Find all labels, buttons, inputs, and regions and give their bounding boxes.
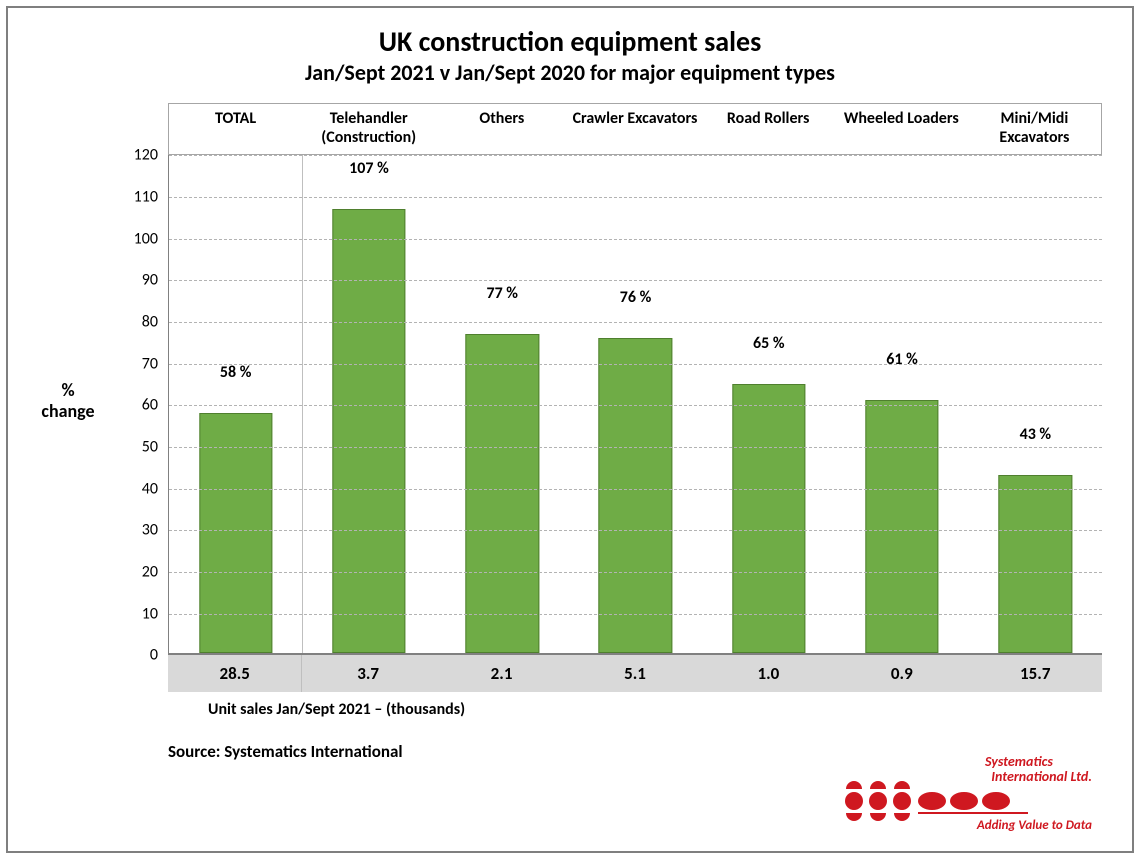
y-tick-label: 120 [134, 146, 158, 165]
category-header: Road Rollers [702, 104, 835, 154]
plot-area: 58 % 107 % 77 % 76 % 65 % 61 %43 % [168, 155, 1102, 655]
chart-frame: UK construction equipment sales Jan/Sept… [6, 6, 1134, 853]
chart-zone: % change TOTALTelehandler (Construction)… [108, 103, 1102, 692]
y-axis: 0102030405060708090100110120 [108, 155, 168, 655]
y-tick-label: 50 [142, 438, 158, 457]
bar-cell: 61 % [835, 155, 968, 653]
category-header: Others [435, 104, 568, 154]
bar [466, 334, 539, 654]
bar [865, 400, 938, 653]
footer-value: 15.7 [969, 655, 1102, 692]
grid-line [169, 364, 1102, 365]
logo-dots-icon [840, 777, 1030, 823]
bar-cell: 107 % [302, 155, 435, 653]
footer-value: 2.1 [435, 655, 568, 692]
grid-line [169, 239, 1102, 240]
y-tick-label: 40 [142, 479, 158, 498]
footer-value: 28.5 [168, 655, 301, 692]
footer-value: 1.0 [702, 655, 835, 692]
bar-value-label: 76 % [620, 288, 652, 313]
bar-cell: 43 % [969, 155, 1102, 653]
grid-line [169, 447, 1102, 448]
y-tick-label: 0 [150, 646, 158, 665]
y-axis-label-line2: change [41, 400, 94, 422]
footer-values-row: 28.53.72.15.11.00.915.7 [168, 655, 1102, 692]
bars-row: 58 % 107 % 77 % 76 % 65 % 61 %43 % [169, 155, 1102, 653]
logo-text-bottom: Adding Value to Data [977, 818, 1092, 833]
bar [599, 338, 672, 653]
category-header: Crawler Excavators [568, 104, 701, 154]
chart-subtitle: Jan/Sept 2021 v Jan/Sept 2020 for major … [28, 60, 1112, 85]
bar-cell: 58 % [169, 155, 302, 653]
category-header: Telehandler (Construction) [302, 104, 435, 154]
y-tick-label: 70 [142, 354, 158, 373]
grid-line [169, 530, 1102, 531]
footnote-text: Unit sales Jan/Sept 2021 – (thousands) [208, 700, 1112, 719]
category-header: TOTAL [169, 104, 302, 154]
grid-line [169, 155, 1102, 156]
bar-value-label: 65 % [753, 334, 785, 359]
y-axis-label: % change [28, 380, 108, 421]
grid-line [169, 197, 1102, 198]
bar-value-label: 77 % [486, 284, 518, 309]
category-divider [302, 155, 303, 653]
grid-line [169, 614, 1102, 615]
grid-line [169, 405, 1102, 406]
bar-cell: 65 % [702, 155, 835, 653]
chart-title: UK construction equipment sales [28, 26, 1112, 58]
category-divider-footer [301, 655, 302, 692]
plot-wrap: 0102030405060708090100110120 58 %107 %77… [108, 155, 1102, 655]
footer-value: 3.7 [301, 655, 434, 692]
y-tick-label: 110 [134, 188, 158, 207]
footer-value: 5.1 [568, 655, 701, 692]
category-header: Mini/Midi Excavators [968, 104, 1101, 154]
y-tick-label: 90 [142, 271, 158, 290]
bar-cell: 76 % [569, 155, 702, 653]
bar-value-label: 58 % [220, 363, 252, 388]
y-tick-label: 20 [142, 563, 158, 582]
grid-line [169, 322, 1102, 323]
footer-value: 0.9 [835, 655, 968, 692]
bar-value-label: 107 % [349, 159, 389, 184]
category-header-row: TOTALTelehandler (Construction)OthersCra… [168, 103, 1102, 155]
y-tick-label: 30 [142, 521, 158, 540]
grid-line [169, 572, 1102, 573]
bar [999, 475, 1072, 653]
bar-cell: 77 % [436, 155, 569, 653]
category-header: Wheeled Loaders [835, 104, 968, 154]
bar [332, 209, 405, 653]
grid-line [169, 489, 1102, 490]
y-tick-label: 100 [134, 229, 158, 248]
brand-logo: Systematics International Ltd. [840, 755, 1100, 835]
y-tick-label: 80 [142, 313, 158, 332]
y-tick-label: 10 [142, 604, 158, 623]
y-tick-label: 60 [142, 396, 158, 415]
grid-line [169, 280, 1102, 281]
bar [199, 413, 272, 654]
y-axis-label-line1: % [61, 379, 74, 401]
